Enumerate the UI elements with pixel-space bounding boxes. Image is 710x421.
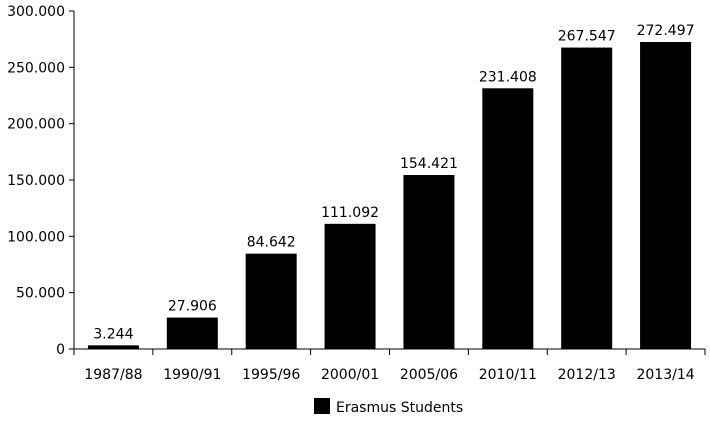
bar: [245, 253, 297, 349]
data-label: 27.906: [168, 299, 217, 315]
data-label: 272.497: [637, 23, 695, 39]
y-tick-label: 250.000: [7, 60, 65, 76]
legend: Erasmus Students: [314, 398, 463, 416]
x-tick-label: 2000/01: [321, 367, 379, 383]
y-tick-label: 100.000: [7, 229, 65, 245]
data-label: 231.408: [479, 69, 537, 85]
y-tick-label: 200.000: [7, 117, 65, 133]
y-tick-label: 50.000: [16, 286, 65, 302]
x-tick-label: 2012/13: [558, 367, 616, 383]
bars: [87, 41, 692, 349]
bar: [324, 223, 376, 349]
data-label: 267.547: [558, 29, 616, 45]
x-tick-label: 1987/88: [84, 367, 142, 383]
bar: [482, 88, 534, 349]
y-tick-label: 300.000: [7, 4, 65, 20]
x-tick-label: 2010/11: [479, 367, 537, 383]
data-label: 154.421: [400, 156, 458, 172]
bar: [87, 345, 139, 349]
bar: [403, 175, 455, 349]
data-label: 111.092: [321, 205, 379, 221]
y-tick-label: 0: [56, 342, 65, 358]
data-label: 84.642: [247, 235, 296, 251]
y-axis: 0 50.000 100.000 150.000 200.000 250.000 300.0…: [7, 4, 75, 358]
legend-label-erasmus-students: Erasmus Students: [336, 400, 463, 416]
y-tick-label: 150.000: [7, 173, 65, 189]
x-tick-label: 2005/06: [400, 367, 458, 383]
x-tick-label: 2013/14: [636, 367, 694, 383]
legend-swatch-erasmus-students: [314, 398, 330, 414]
bar: [640, 41, 692, 349]
x-axis: 1987/88 1990/91 1995/96 2000/01 2005/06 2010/…: [73, 348, 706, 383]
x-tick-label: 1990/91: [163, 367, 221, 383]
bar: [561, 47, 613, 349]
x-tick-label: 1995/96: [242, 367, 300, 383]
bar: [166, 317, 218, 349]
data-label: 3.244: [93, 326, 133, 342]
data-labels: 3.244 27.906 84.642 111.092 154.421 231.408 26…: [93, 23, 694, 342]
